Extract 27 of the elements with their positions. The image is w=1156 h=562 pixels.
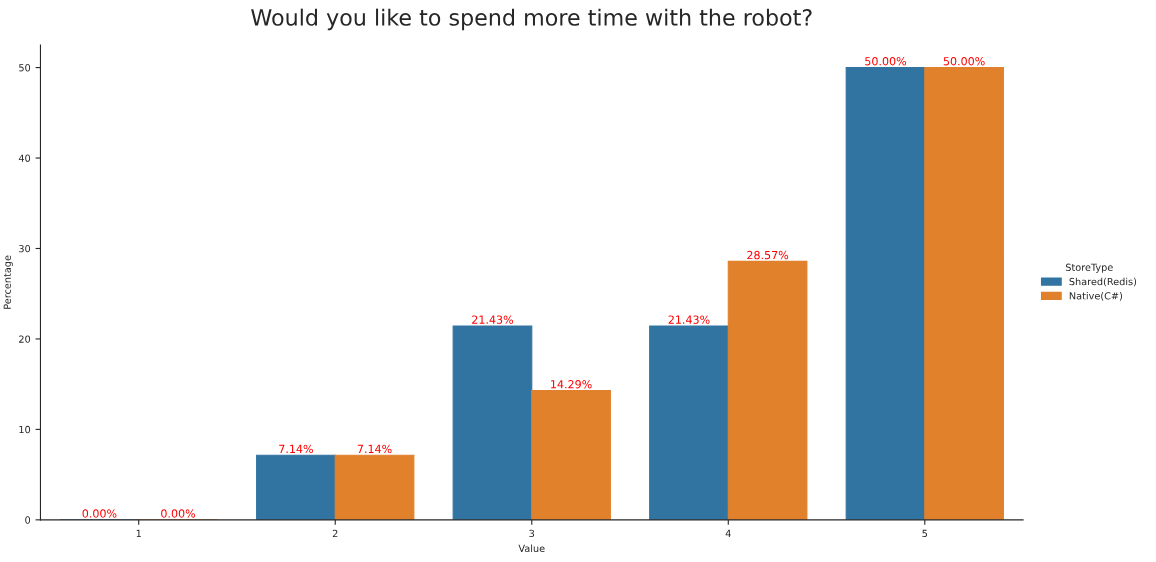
y-tick-label: 30 [19, 244, 31, 253]
x-tick-label: 1 [136, 529, 141, 537]
data-label: 21.43% [472, 315, 514, 324]
legend-label: Shared(Redis) [1069, 277, 1137, 287]
x-tick-label: 5 [922, 529, 928, 538]
data-label: 21.43% [668, 315, 710, 324]
data-label: 28.57% [747, 250, 789, 260]
legend-title: StoreType [1065, 263, 1113, 273]
data-label: 14.29% [551, 380, 592, 389]
legend-label: Native(C#) [1069, 291, 1123, 301]
chart-title: Would you like to spend more time with the robot? [251, 8, 812, 31]
x-tick-label: 3 [529, 529, 535, 538]
data-label: 50.00% [865, 57, 907, 66]
data-label: 0.00% [82, 509, 117, 518]
x-tick-label: 4 [725, 529, 731, 537]
y-tick-label: 0 [25, 516, 31, 524]
data-label: 7.14% [279, 444, 313, 454]
data-label: 0.00% [161, 509, 196, 518]
data-label: 7.14% [357, 444, 392, 454]
x-tick-label: 2 [332, 529, 338, 537]
y-tick-label: 10 [19, 425, 31, 434]
data-label: 50.00% [943, 57, 985, 66]
y-tick-label: 20 [19, 335, 31, 343]
y-tick-label: 40 [18, 154, 31, 162]
y-axis-title: Percentage [3, 255, 13, 309]
x-axis-title: Value [518, 544, 545, 553]
y-tick-label: 50 [19, 64, 31, 72]
